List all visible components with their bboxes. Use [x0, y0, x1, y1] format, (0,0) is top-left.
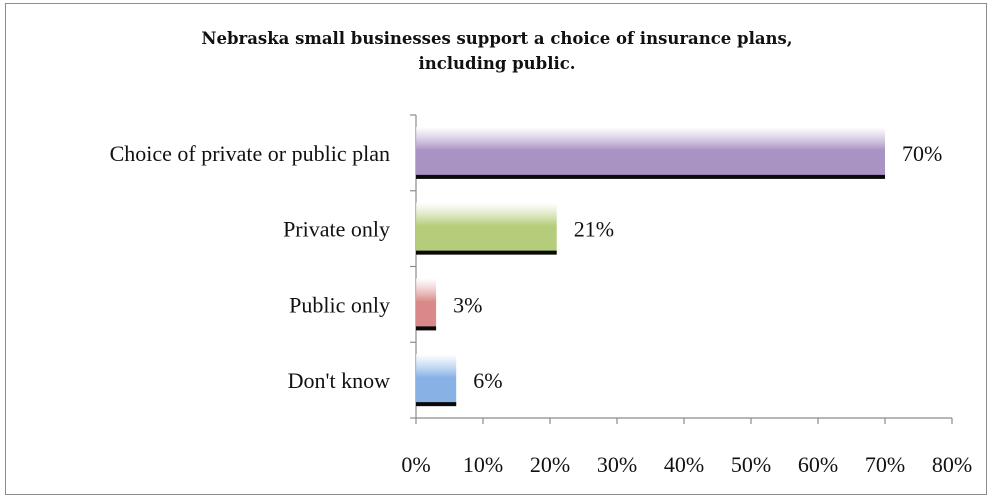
chart-title: Nebraska small businesses support a choi…	[0, 26, 994, 76]
chart-bars	[416, 126, 885, 407]
x-tick-label: 0%	[401, 452, 430, 477]
chart-title-line-1: Nebraska small businesses support a choi…	[201, 29, 793, 48]
value-label: 3%	[453, 292, 482, 317]
bar	[416, 126, 885, 179]
bar	[416, 278, 437, 331]
value-label: 6%	[473, 368, 502, 393]
bar-shadow	[416, 326, 437, 331]
x-tick-label: 60%	[798, 452, 838, 477]
x-tick-label: 50%	[731, 452, 771, 477]
chart-labels: 0% 10% 20% 30% 40% 50% 60% 70% 80% Choice of priv…	[110, 141, 973, 477]
x-tick-label: 10%	[463, 452, 503, 477]
bar	[416, 354, 457, 407]
category-label: Choice of private or public plan	[110, 141, 390, 166]
bar-shadow	[416, 250, 557, 255]
chart-title-line-2: including public.	[418, 54, 576, 73]
x-tick-label: 30%	[597, 452, 637, 477]
x-tick-label: 70%	[865, 452, 905, 477]
category-label: Don't know	[288, 368, 390, 393]
x-tick-label: 40%	[664, 452, 704, 477]
value-label: 70%	[902, 141, 942, 166]
x-tick-label: 20%	[530, 452, 570, 477]
category-label: Private only	[283, 217, 390, 242]
category-label: Public only	[289, 292, 390, 317]
bar-shadow	[416, 174, 885, 179]
bar	[416, 202, 557, 255]
bar-shadow	[416, 402, 457, 407]
value-label: 21%	[574, 217, 614, 242]
x-tick-label: 80%	[932, 452, 972, 477]
